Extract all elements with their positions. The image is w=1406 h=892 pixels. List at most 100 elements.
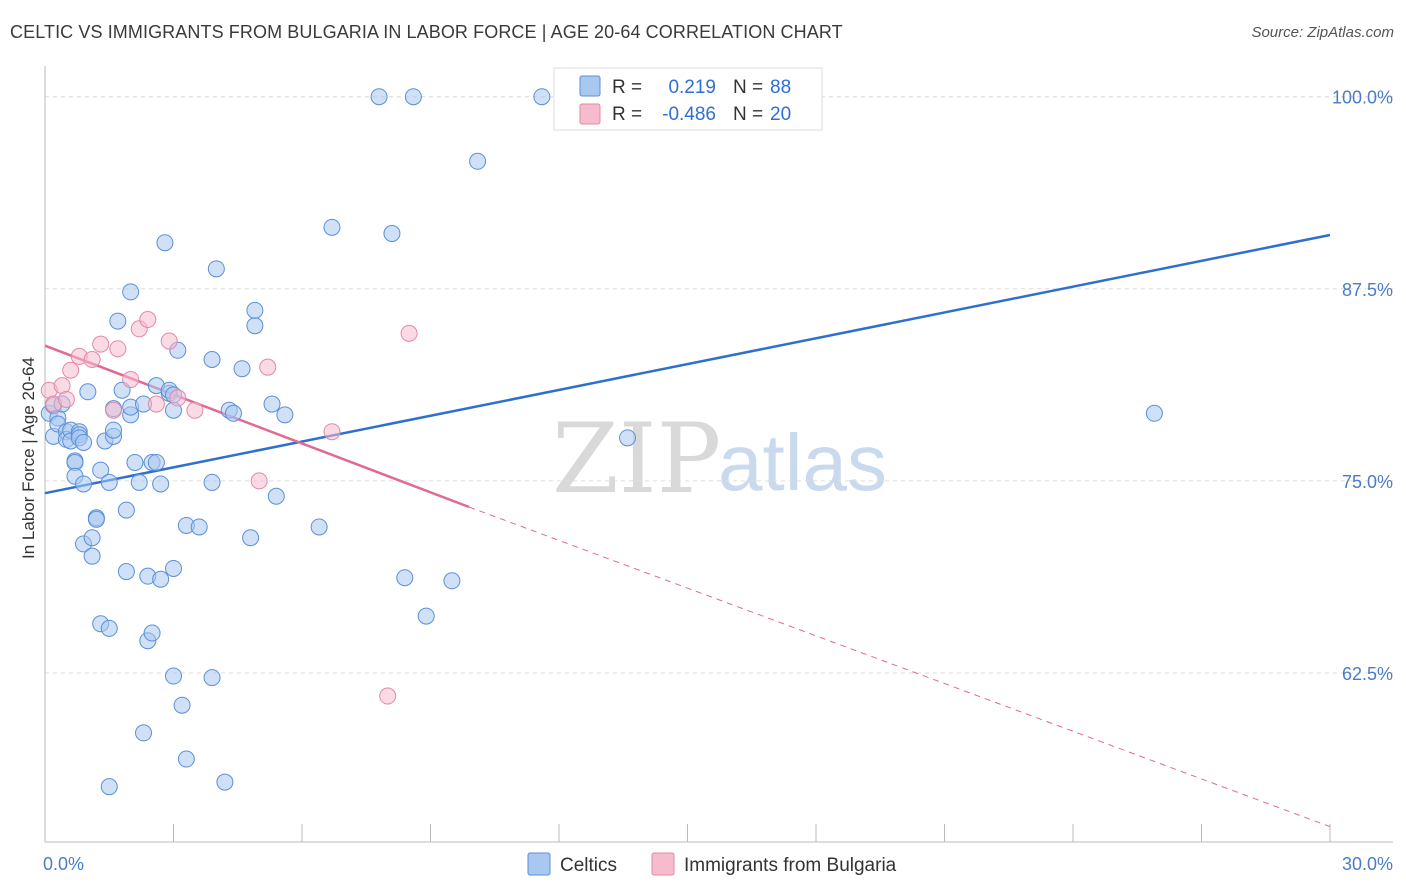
bottom-legend-swatch-bulgaria <box>651 852 675 876</box>
bulgaria-point <box>400 324 418 342</box>
legend-n-label-1: N = <box>733 77 763 98</box>
celtic-point <box>75 433 93 451</box>
celtic-point <box>267 487 285 505</box>
celtic-point <box>130 473 148 491</box>
celtic-point <box>383 224 401 242</box>
celtic-point <box>87 510 105 528</box>
bulgaria-point <box>186 401 204 419</box>
bulgaria-point <box>147 395 165 413</box>
grid-lines <box>45 96 1393 674</box>
bulgaria-point <box>379 687 397 705</box>
x-tick-label-min: 0.0% <box>43 854 84 874</box>
celtic-point <box>79 383 97 401</box>
celtic-point <box>233 360 251 378</box>
bulgaria-point <box>139 311 157 329</box>
celtic-point <box>404 88 422 106</box>
bulgaria-point <box>57 390 75 408</box>
watermark-zip: ZIP <box>552 403 721 515</box>
celtic-point <box>323 218 341 236</box>
bulgaria-trend-line <box>44 344 470 509</box>
correlation-legend: R = 0.219 N = 88 R = -0.486 N = 20 <box>553 67 823 131</box>
celtic-point <box>619 429 637 447</box>
celtic-point <box>165 559 182 577</box>
celtic-point <box>100 778 118 796</box>
y-tick-label: 75.0% <box>1342 472 1393 492</box>
bottom-legend-celtic: Celtics <box>560 855 617 876</box>
legend-n-label-2: N = <box>733 104 763 125</box>
celtic-point <box>443 572 461 590</box>
bulgaria-point <box>83 350 101 368</box>
source-label: Source: ZipAtlas.com <box>1251 24 1394 41</box>
series-legend: Celtics Immigrants from Bulgaria <box>527 852 897 876</box>
celtic-point <box>117 501 135 519</box>
celtic-point <box>83 547 101 565</box>
celtic-point <box>203 669 221 687</box>
legend-swatch-bulgaria <box>579 103 601 125</box>
celtic-point <box>1145 404 1163 422</box>
watermark: ZIP atlas <box>552 403 887 515</box>
y-axis-title: In Labor Force | Age 20-64 <box>19 357 38 559</box>
bulgaria-trend-extension <box>468 506 1331 828</box>
legend-r-value-1: 0.219 <box>668 77 716 98</box>
celtic-point <box>75 475 93 493</box>
bulgaria-point <box>160 332 178 350</box>
celtic-point <box>207 260 225 278</box>
celtic-point <box>147 453 165 471</box>
celtic-point <box>203 473 221 491</box>
celtic-point <box>370 88 388 106</box>
x-tick-label-max: 30.0% <box>1342 854 1393 874</box>
celtic-point <box>122 283 140 301</box>
bulgaria-point <box>62 361 80 379</box>
celtic-point <box>246 301 264 319</box>
celtic-point <box>135 724 153 742</box>
legend-r-label-1: R = <box>612 77 642 98</box>
bulgaria-point <box>105 401 123 419</box>
celtic-trend-line <box>44 233 1331 495</box>
legend-r-label-2: R = <box>612 104 642 125</box>
celtic-point <box>203 350 221 368</box>
celtic-point <box>92 461 110 479</box>
celtic-point <box>224 404 242 422</box>
celtic-point <box>396 569 414 587</box>
bulgaria-point <box>259 358 277 376</box>
celtic-point <box>190 518 208 536</box>
celtic-point <box>143 624 161 642</box>
celtic-point <box>109 312 127 330</box>
celtic-point <box>246 317 264 335</box>
celtic-point <box>100 619 118 637</box>
bulgaria-point <box>169 389 187 407</box>
celtic-point <box>117 563 135 581</box>
celtic-point <box>173 696 191 714</box>
celtic-point <box>83 529 101 547</box>
celtic-point <box>469 152 487 170</box>
celtic-point <box>126 453 144 471</box>
celtic-point <box>276 406 294 424</box>
celtic-point <box>100 473 118 491</box>
celtic-point <box>242 529 260 547</box>
bulgaria-point <box>109 340 127 358</box>
bulgaria-point <box>122 370 140 388</box>
celtic-point <box>165 667 182 685</box>
watermark-atlas: atlas <box>718 418 887 507</box>
celtic-point <box>152 475 170 493</box>
y-tick-label: 62.5% <box>1342 664 1393 684</box>
celtic-point <box>216 773 234 791</box>
celtic-point <box>533 88 551 106</box>
bulgaria-point <box>250 472 268 490</box>
celtic-point <box>156 234 174 252</box>
bulgaria-point <box>92 335 110 353</box>
celtic-point <box>152 570 170 588</box>
celtic-point <box>177 750 195 768</box>
axes <box>44 66 1393 843</box>
bulgaria-point <box>323 423 341 441</box>
celtic-points <box>40 88 1163 796</box>
celtic-point <box>417 607 435 625</box>
bottom-legend-bulgaria: Immigrants from Bulgaria <box>684 855 897 876</box>
legend-n-value-2: 20 <box>770 104 791 125</box>
trend-lines <box>44 233 1331 828</box>
bulgaria-points <box>40 311 418 705</box>
legend-swatch-celtic <box>579 75 601 97</box>
bottom-legend-swatch-celtic <box>527 852 551 876</box>
legend-r-value-2: -0.486 <box>662 104 716 125</box>
